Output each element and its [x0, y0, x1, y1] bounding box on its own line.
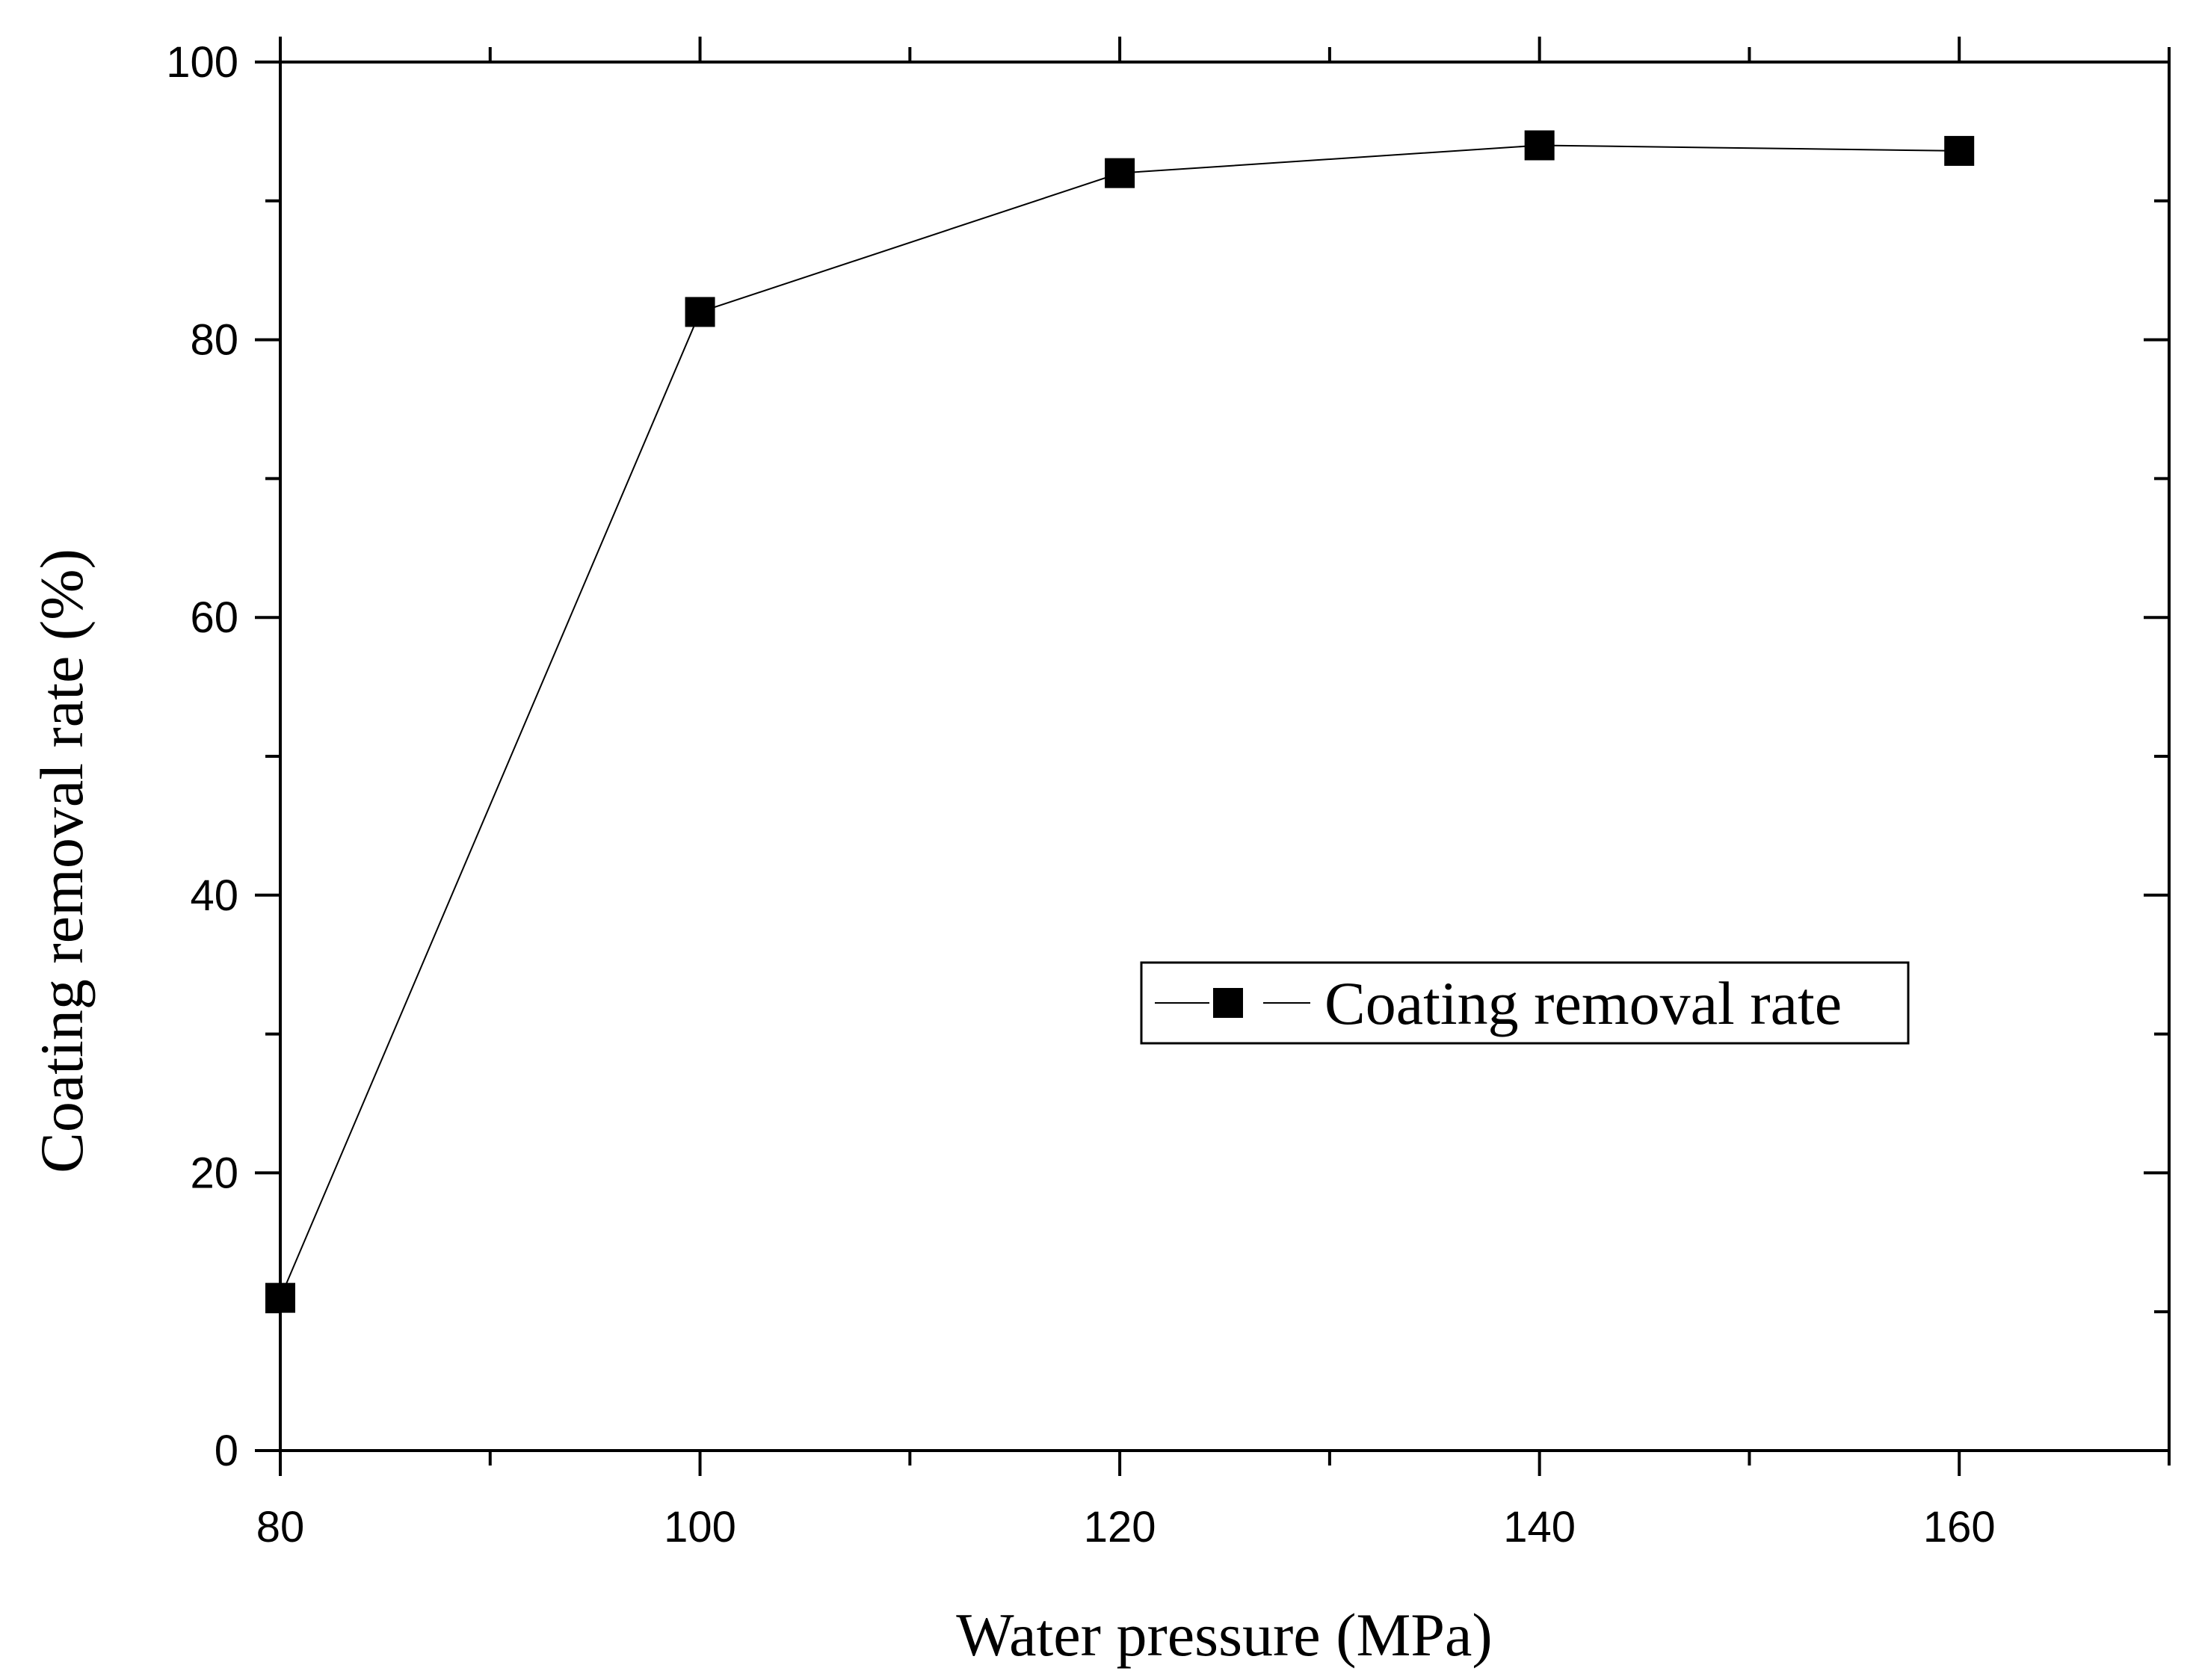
y-axis-title: Coating removal rate (%) — [28, 549, 96, 1173]
x-axis-title: Water pressure (MPa) — [956, 1601, 1492, 1669]
legend-label: Coating removal rate — [1324, 969, 1842, 1037]
y-tick-label: 0 — [215, 1427, 238, 1475]
data-point-marker — [1944, 135, 1975, 166]
x-tick-label: 140 — [1503, 1503, 1576, 1551]
x-tick-label: 120 — [1084, 1503, 1156, 1551]
data-point-marker — [1105, 158, 1135, 188]
legend-marker — [1213, 988, 1243, 1018]
legend-box — [1140, 961, 1910, 1045]
y-tick-label: 80 — [190, 316, 238, 365]
x-tick-label: 160 — [1923, 1503, 1996, 1551]
axis-ticks — [255, 37, 2171, 1476]
x-tick-label: 80 — [256, 1503, 305, 1551]
data-point-marker — [265, 1282, 295, 1313]
y-tick-label: 20 — [190, 1149, 238, 1197]
axis-tick-labels: 80 100 120 140 160 0 20 40 60 80 100 — [166, 38, 1995, 1551]
series-line — [280, 144, 1960, 1299]
x-tick-label: 100 — [664, 1503, 736, 1551]
plot-frame — [279, 61, 2171, 1452]
y-tick-label: 100 — [166, 38, 238, 87]
data-series — [265, 130, 1975, 1313]
data-point-marker — [1524, 130, 1555, 161]
legend: Coating removal rate — [1140, 961, 1910, 1045]
y-tick-label: 40 — [190, 871, 238, 920]
data-point-marker — [685, 297, 715, 327]
y-tick-label: 60 — [190, 593, 238, 642]
